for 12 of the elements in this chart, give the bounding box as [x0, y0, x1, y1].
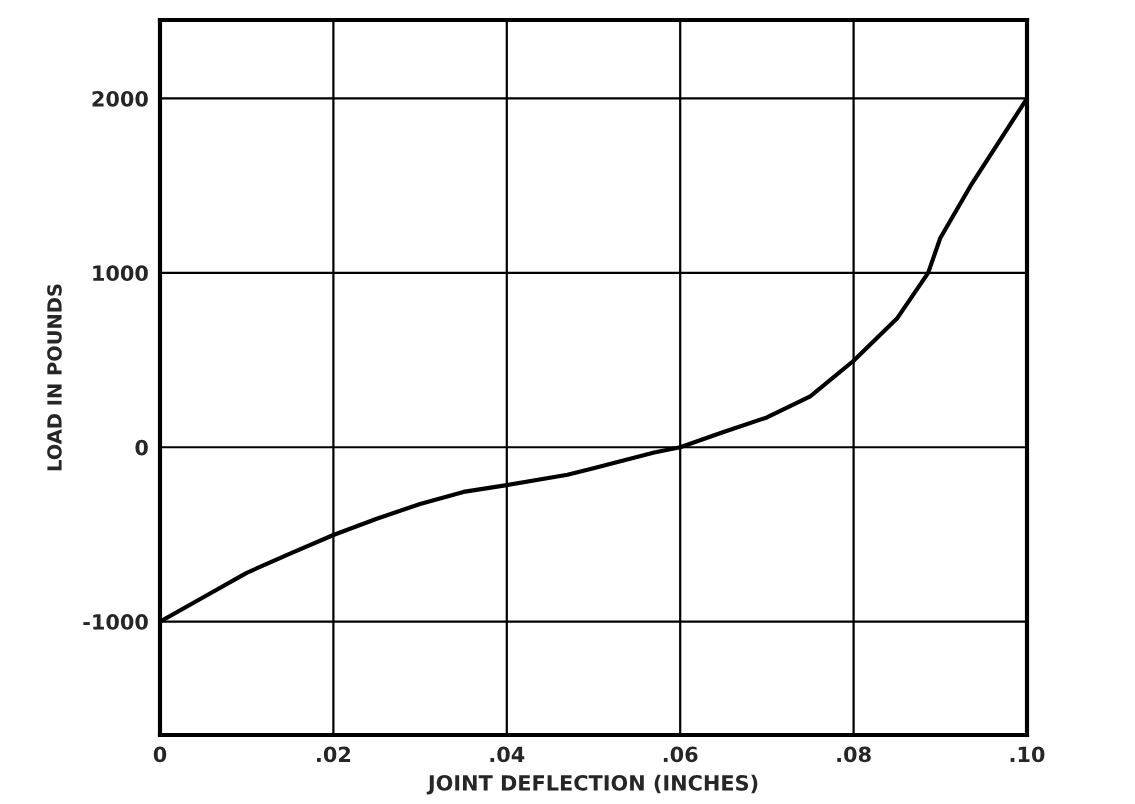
y-tick-label: 0	[135, 439, 148, 456]
x-tick-label: 0	[153, 746, 167, 763]
x-tick-label: .04	[490, 746, 525, 763]
x-axis-title: JOINT DEFLECTION (INCHES)	[426, 774, 758, 795]
y-axis-title: LOAD IN POUNDS	[47, 284, 62, 471]
x-tick-label: .08	[837, 746, 871, 763]
y-tick-label: -1000	[83, 614, 148, 630]
x-tick-label: .02	[317, 746, 351, 763]
y-tick-label: 2000	[92, 90, 148, 107]
y-tick-label: 1000	[93, 265, 148, 282]
x-tick-label: .06	[663, 746, 698, 763]
x-tick-label: .10	[1010, 746, 1045, 763]
